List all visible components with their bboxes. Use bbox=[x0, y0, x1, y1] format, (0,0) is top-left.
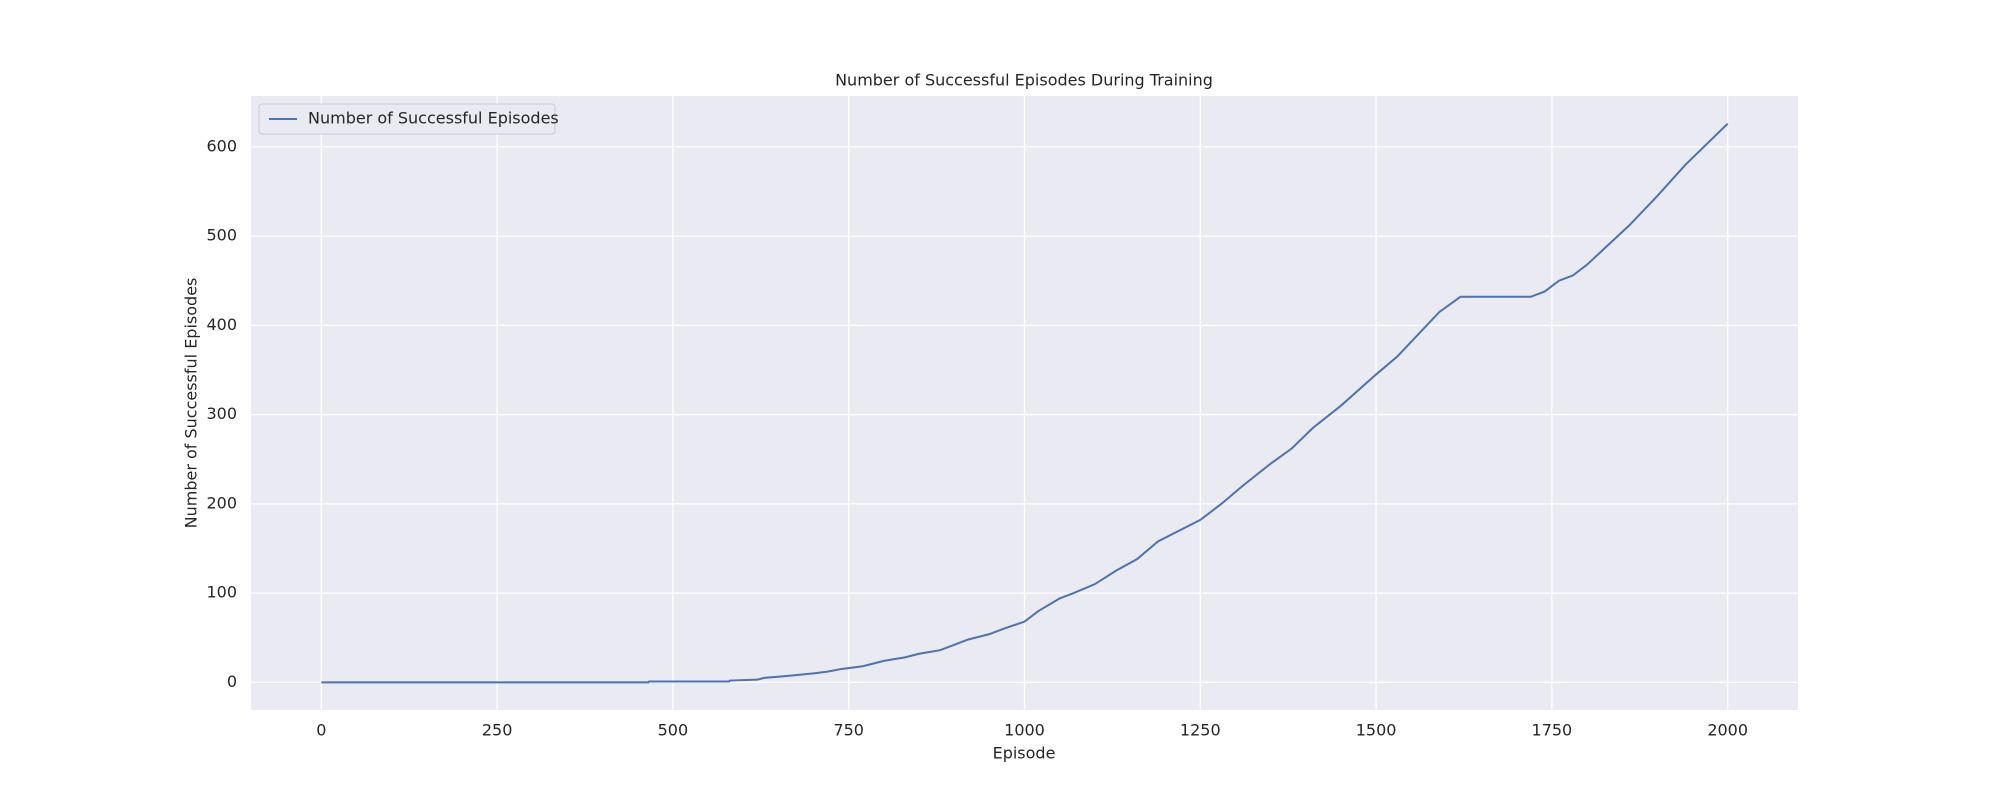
legend-box bbox=[258, 103, 556, 135]
y-tick-label: 500 bbox=[206, 226, 237, 245]
y-tick-label: 200 bbox=[206, 493, 237, 512]
x-tick-label: 1500 bbox=[1356, 721, 1397, 740]
x-tick-label: 750 bbox=[833, 721, 864, 740]
y-axis-label: Number of Successful Episodes bbox=[182, 278, 201, 529]
chart-title: Number of Successful Episodes During Tra… bbox=[835, 71, 1213, 90]
x-tick-label: 2000 bbox=[1707, 721, 1748, 740]
y-tick-label: 100 bbox=[206, 583, 237, 602]
x-tick-label: 0 bbox=[316, 721, 326, 740]
legend-label: Number of Successful Episodes bbox=[308, 109, 559, 128]
x-tick-label: 1250 bbox=[1180, 721, 1221, 740]
y-tick-label: 600 bbox=[206, 136, 237, 155]
y-tick-label: 400 bbox=[206, 315, 237, 334]
x-axis-label: Episode bbox=[993, 744, 1056, 763]
y-tick-label: 0 bbox=[227, 672, 237, 691]
x-tick-label: 250 bbox=[482, 721, 513, 740]
x-tick-label: 500 bbox=[658, 721, 689, 740]
x-tick-label: 1750 bbox=[1532, 721, 1573, 740]
x-tick-label: 1000 bbox=[1004, 721, 1045, 740]
data-line bbox=[321, 122, 1729, 684]
y-tick-label: 300 bbox=[206, 404, 237, 423]
